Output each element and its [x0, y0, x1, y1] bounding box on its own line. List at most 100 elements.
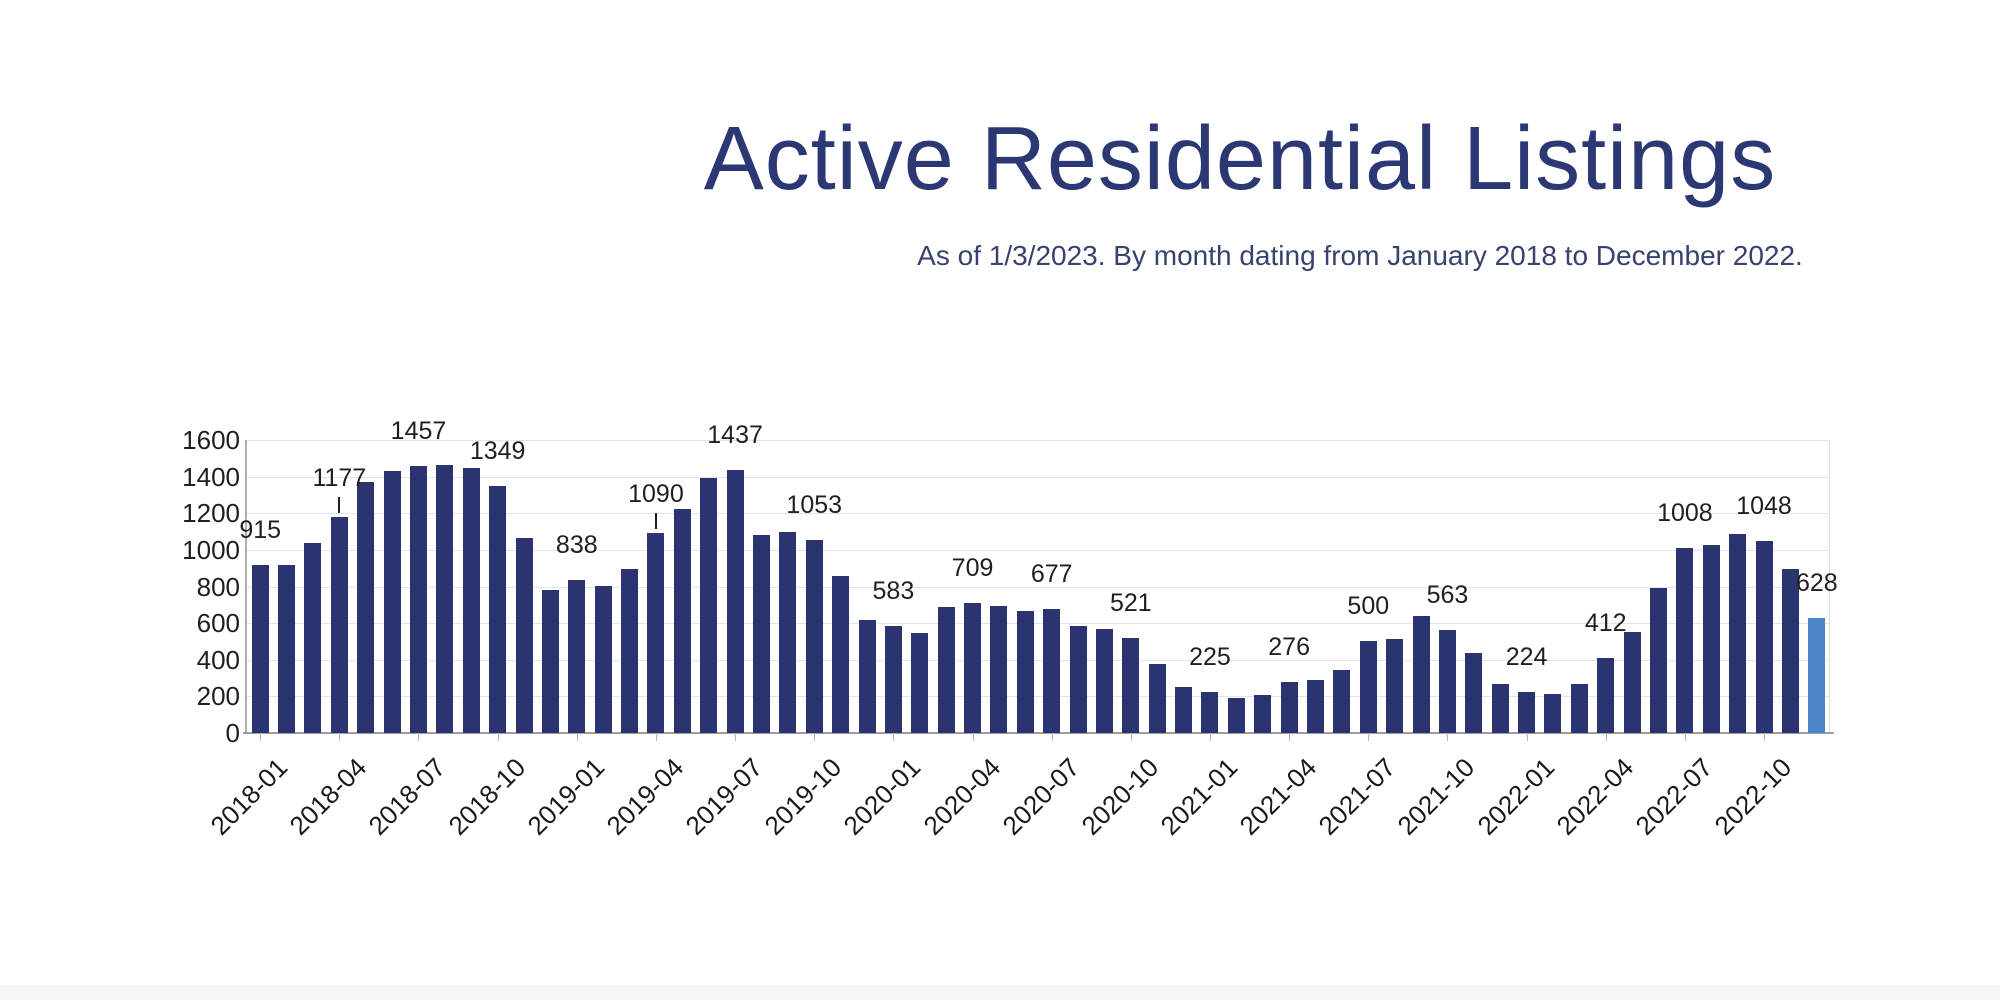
data-label-2018-10: 1349	[469, 436, 526, 465]
bar-2021-02	[1227, 698, 1245, 733]
bar-2018-07	[409, 466, 427, 733]
bar-2020-10	[1122, 637, 1140, 733]
gridline-1600	[247, 440, 1830, 441]
bar-2021-05	[1307, 679, 1325, 733]
bar-2021-11	[1465, 653, 1483, 733]
x-tick-mark-2018-07	[418, 733, 420, 741]
bar-2022-11	[1781, 569, 1799, 733]
gridline-1000	[247, 549, 1830, 551]
data-label-2019-10: 1053	[786, 491, 843, 520]
bar-2022-10	[1755, 541, 1773, 733]
data-label-2021-01: 225	[1189, 642, 1231, 671]
data-label-2020-01: 583	[872, 577, 915, 606]
bar-2022-12	[1808, 618, 1826, 733]
bar-2019-10	[805, 540, 823, 733]
bar-2022-07	[1676, 548, 1694, 733]
y-tick-label-0: 0	[225, 718, 240, 748]
bar-2021-10	[1438, 629, 1456, 733]
y-tick-label-600: 600	[196, 608, 240, 639]
data-label-2022-10: 1048	[1736, 492, 1792, 521]
x-tick-mark-2022-07	[1684, 733, 1686, 741]
data-label-2018-01: 915	[239, 516, 282, 545]
gridline-1400	[247, 476, 1830, 478]
bar-2019-09	[779, 531, 797, 733]
x-tick-mark-2022-04	[1605, 733, 1607, 741]
bar-2019-05	[673, 508, 691, 733]
x-tick-mark-2021-07	[1368, 733, 1370, 741]
bar-2020-05	[990, 605, 1008, 733]
bar-2018-12	[541, 590, 559, 733]
data-label-2022-01: 224	[1505, 642, 1548, 671]
bar-2018-03	[304, 542, 322, 733]
data-label-2022-12: 628	[1795, 568, 1838, 597]
bottom-strip-decoration	[0, 985, 2000, 1000]
data-label-2022-07: 1008	[1657, 499, 1713, 528]
bar-2018-01	[251, 565, 269, 733]
y-axis-line	[245, 440, 247, 733]
data-label-2020-07: 677	[1030, 560, 1073, 589]
x-tick-mark-2020-07	[1051, 733, 1053, 741]
x-tick-mark-2022-01	[1526, 733, 1528, 741]
bar-2019-01	[568, 579, 586, 733]
bar-2019-08	[752, 535, 770, 733]
bar-2020-06	[1016, 611, 1034, 733]
y-tick-label-1400: 1400	[182, 461, 240, 492]
gridline-800	[247, 586, 1830, 588]
data-label-2021-10: 563	[1426, 580, 1469, 609]
y-tick-label-800: 800	[196, 571, 240, 602]
data-label-2022-04: 412	[1584, 608, 1627, 637]
bar-2021-01	[1201, 691, 1219, 733]
bar-2021-08	[1386, 638, 1404, 733]
data-label-2021-04: 276	[1268, 633, 1310, 662]
bar-2022-09	[1729, 534, 1747, 733]
data-label-2018-07: 1457	[390, 417, 447, 446]
x-tick-mark-2021-10	[1447, 733, 1449, 741]
x-tick-mark-2018-10	[497, 733, 499, 741]
data-label-leader-2019-04	[654, 513, 657, 530]
bar-2022-05	[1623, 632, 1641, 733]
bar-2019-12	[858, 620, 876, 733]
x-tick-mark-2019-07	[735, 733, 737, 741]
bar-2018-11	[515, 537, 533, 733]
bar-2022-01	[1518, 691, 1536, 733]
gridline-400	[247, 659, 1830, 661]
x-tick-mark-2020-01	[893, 733, 895, 741]
data-label-2020-04: 709	[951, 554, 994, 583]
x-tick-mark-2020-10	[1130, 733, 1132, 741]
bar-2021-03	[1254, 694, 1272, 733]
bar-2020-01	[884, 626, 902, 733]
x-tick-mark-2019-10	[814, 733, 816, 741]
bar-2018-05	[357, 482, 375, 733]
bar-2020-07	[1043, 609, 1061, 733]
page-subtitle: As of 1/3/2023. By month dating from Jan…	[917, 240, 1803, 271]
bar-2021-12	[1491, 683, 1509, 733]
x-tick-mark-2020-04	[972, 733, 974, 741]
bar-2020-03	[937, 606, 955, 733]
bar-2020-02	[911, 633, 929, 733]
bar-2022-06	[1650, 588, 1667, 733]
y-tick-label-400: 400	[196, 644, 240, 675]
bar-2019-03	[621, 569, 639, 733]
bar-2022-02	[1544, 693, 1562, 733]
bar-2018-02	[278, 565, 296, 733]
bar-2021-06	[1333, 669, 1351, 733]
bar-2018-10	[489, 485, 507, 733]
bar-2020-11	[1148, 664, 1166, 733]
y-tick-label-200: 200	[196, 681, 240, 712]
bar-2022-04	[1597, 657, 1615, 733]
bar-2018-06	[383, 471, 401, 733]
bar-2021-04	[1280, 682, 1298, 733]
data-label-2021-07: 500	[1347, 592, 1390, 621]
bar-2019-04	[647, 533, 665, 733]
data-label-2019-04: 1090	[628, 480, 684, 509]
bar-2022-03	[1570, 683, 1588, 733]
x-tick-mark-2018-04	[339, 733, 341, 741]
x-tick-mark-2018-01	[260, 733, 262, 741]
x-tick-mark-2019-01	[576, 733, 578, 741]
x-tick-mark-2021-04	[1289, 733, 1291, 741]
x-tick-mark-2022-10	[1764, 733, 1766, 741]
x-axis-line	[243, 732, 1834, 734]
y-tick-label-1600: 1600	[182, 425, 240, 455]
data-label-2020-10: 521	[1109, 588, 1152, 617]
data-label-2018-04: 1177	[312, 464, 367, 493]
